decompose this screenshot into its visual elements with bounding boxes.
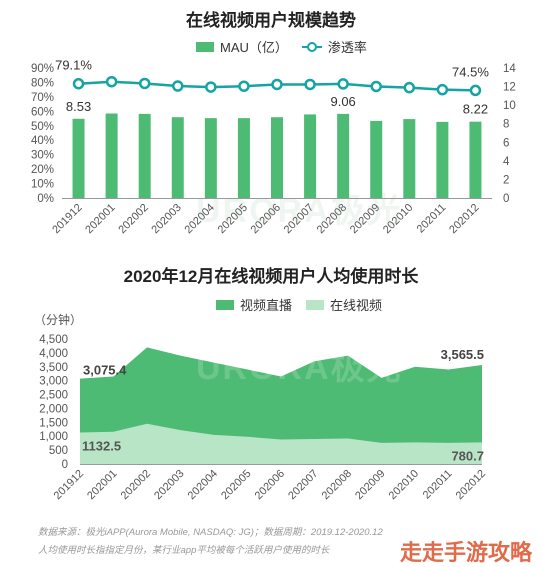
right-axis-tick: 12 — [503, 82, 516, 94]
mau-label-last: 8.22 — [463, 102, 488, 117]
y-axis-tick: 3,500 — [39, 362, 68, 374]
mau-bar — [304, 114, 317, 198]
live-label-first: 3,075.4 — [83, 363, 127, 378]
chart2-title: 2020年12月在线视频用户人均使用时长 — [123, 267, 419, 286]
left-axis-tick: 80% — [31, 77, 54, 89]
online-video-area — [80, 423, 482, 464]
y-axis-tick: 4,500 — [39, 334, 68, 346]
left-axis-tick: 10% — [31, 179, 54, 191]
rate-label-last: 74.5% — [452, 64, 489, 79]
right-axis-tick: 8 — [503, 119, 509, 131]
penetration-rate-point — [138, 77, 151, 90]
x-axis-tick: 202004 — [186, 468, 220, 502]
mau-bar — [271, 117, 283, 198]
mau-label-mid: 9.06 — [330, 94, 355, 109]
source-note: 数据来源：极光iAPP(Aurora Mobile, NASDAQ: JG)；数… — [38, 527, 383, 538]
y-axis-tick: 4,000 — [39, 348, 68, 360]
left-axis-tick: 30% — [31, 150, 54, 162]
left-axis-tick: 20% — [31, 164, 54, 176]
x-axis-tick: 202010 — [387, 468, 421, 502]
rate-legend-marker — [301, 41, 322, 52]
brand-watermark-bottom: URORA极光 — [196, 349, 403, 387]
live-legend-swatch — [216, 299, 234, 310]
penetration-rate-point — [238, 80, 250, 92]
left-axis-tick: 50% — [31, 121, 54, 133]
y-axis-tick: 2,500 — [39, 390, 68, 402]
corner-watermark: 走走手游攻略 — [399, 540, 532, 565]
penetration-rate-point — [469, 84, 482, 97]
y-axis-tick: 0 — [62, 459, 68, 471]
left-axis-tick: 90% — [31, 63, 54, 75]
left-axis-tick: 40% — [31, 135, 54, 147]
x-axis-tick: 202012 — [454, 468, 488, 502]
mau-label-first: 8.53 — [66, 99, 91, 114]
x-axis-tick: 202011 — [421, 468, 455, 502]
left-axis-tick: 0% — [37, 193, 54, 205]
penetration-rate-point — [337, 78, 349, 90]
penetration-rate-point — [271, 78, 283, 91]
chart2-legend: 视频直播 在线视频 — [216, 295, 382, 314]
mau-bar — [105, 113, 118, 198]
x-axis-tick: 202001 — [85, 468, 119, 502]
mau-bar — [204, 118, 217, 198]
brand-watermark-top: URORA极光 — [196, 192, 403, 230]
x-axis-tick: 202002 — [119, 468, 153, 502]
mau-legend-label: MAU（亿） — [220, 40, 288, 55]
right-axis-tick: 14 — [503, 63, 516, 75]
right-axis-tick: 6 — [503, 137, 509, 149]
left-axis-tick: 70% — [31, 92, 54, 104]
mau-bar — [337, 113, 350, 198]
y-axis-tick: 1,000 — [39, 431, 68, 443]
mau-bar — [469, 121, 482, 198]
penetration-rate-point — [403, 81, 416, 94]
x-axis-tick: 202005 — [219, 468, 253, 502]
y-axis-tick: 1,500 — [39, 417, 68, 429]
penetration-rate-point — [436, 83, 449, 96]
mau-legend-swatch — [196, 41, 214, 52]
penetration-rate-point — [370, 80, 382, 93]
penetration-rate-point — [304, 78, 316, 91]
mau-bar — [72, 118, 85, 198]
x-axis-tick: 202006 — [253, 468, 287, 502]
y-axis-tick: 500 — [49, 445, 68, 457]
rate-legend-label: 渗透率 — [327, 40, 367, 55]
left-axis-tick: 60% — [31, 106, 54, 118]
x-axis-tick: 201912 — [52, 468, 86, 502]
chart1-title: 在线视频用户规模趋势 — [186, 11, 356, 30]
mau-bar — [436, 121, 449, 198]
chart1-plot: 0% 10% 20% 30% 40% 50% 60% 70% 80% 90% 0 2 4 6 8 10 12 14… — [31, 58, 516, 236]
penetration-rate-point — [172, 80, 184, 92]
video-legend-label: 在线视频 — [330, 298, 383, 313]
mau-bar — [370, 120, 383, 198]
x-axis-tick: 202003 — [152, 468, 186, 502]
y-axis-tick: 2,000 — [39, 403, 68, 415]
penetration-rate-point — [205, 81, 217, 93]
mau-bar — [171, 117, 184, 198]
chart2-y-axis-title: （分钟） — [34, 313, 83, 327]
live-label-last: 3,565.5 — [441, 347, 484, 362]
penetration-rate-point — [105, 75, 118, 88]
definition-note: 人均使用时长指指定月份，某行业app平均被每个活跃用户使用的时长 — [38, 545, 330, 556]
live-legend-label: 视频直播 — [240, 298, 293, 313]
x-axis-tick: 202008 — [320, 468, 354, 502]
right-axis-tick: 4 — [503, 156, 510, 168]
x-axis-tick: 202009 — [353, 468, 387, 502]
mau-bar — [237, 118, 250, 198]
y-axis-tick: 3,000 — [39, 376, 68, 388]
penetration-rate-point — [72, 77, 85, 90]
right-axis-tick: 10 — [503, 100, 516, 112]
right-axis-tick: 0 — [503, 193, 509, 205]
video-label-last: 780.7 — [451, 448, 484, 463]
rate-label-first: 79.1% — [55, 58, 92, 73]
right-axis-tick: 2 — [503, 174, 509, 186]
mau-bar — [138, 113, 151, 198]
mau-bar — [403, 119, 416, 198]
video-legend-swatch — [306, 299, 325, 310]
chart1-legend: MAU（亿） 渗透率 — [196, 37, 367, 56]
video-label-first: 1132.5 — [82, 439, 121, 454]
x-axis-tick: 202007 — [286, 468, 320, 502]
